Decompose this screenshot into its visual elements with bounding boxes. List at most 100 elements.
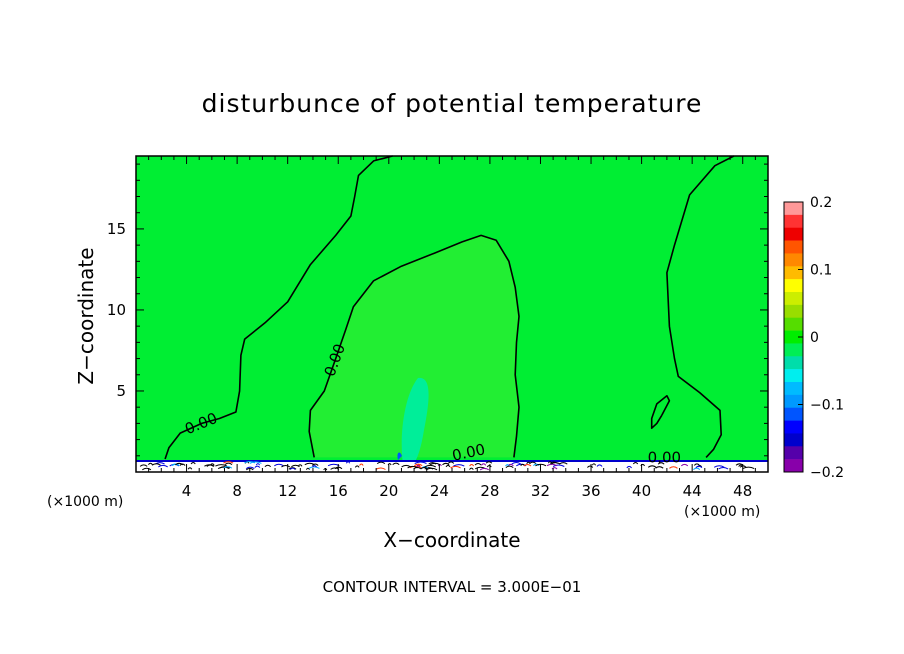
surface-noise-mark [291,464,300,468]
surface-noise-mark [713,465,725,468]
colorbar-tick-label: 0.2 [810,195,832,211]
surface-noise-mark [255,463,261,466]
surface-noise-mark [693,467,701,470]
y-axis: 5 10 15 [107,163,768,457]
colorbar-swatch [784,266,803,280]
surface-noise-mark [245,466,255,470]
contour-line-4 [650,395,671,429]
x-tick-label: 16 [329,482,348,500]
surface-noise-mark [297,464,303,467]
x-tick-label: 32 [531,482,550,500]
surface-strip-background [136,461,768,472]
plot-area: 0.000.000.00 0.00 [135,155,769,473]
surface-noise-mark [447,461,455,464]
surface-noise-mark [215,464,228,467]
x-tick-label: 40 [632,482,651,500]
surface-noise-mark [480,463,487,466]
surface-noise-mark [151,463,161,466]
y-tick-label: 10 [107,301,126,319]
surface-noise-mark [533,463,540,466]
surface-noise-mark [244,461,256,464]
x-axis: 4 8 12 16 20 24 28 32 36 40 44 48 [148,156,756,500]
surface-noise-mark [345,461,351,464]
colorbar-swatch [784,304,803,319]
colorbar-swatch [784,420,803,434]
surface-noise-mark [187,467,193,470]
surface-noise-mark [171,463,179,466]
surface-noise-mark [254,465,261,468]
colorbar-swatch [784,227,803,241]
surface-noise-mark [442,462,450,466]
surface-noise-mark [264,464,272,468]
surface-noise-mark [546,463,558,467]
surface-noise-mark [305,467,310,470]
surface-noise-mark [308,466,320,469]
y-axis-label: Z−coordinate [74,247,98,384]
surface-noise-mark [655,466,664,469]
surface-noise-mark [413,463,423,467]
colorbar-tick-label: 0 [810,330,819,346]
surface-noise-mark [511,462,522,465]
colorbar-swatch [784,394,803,409]
x-tick-label: 8 [232,482,242,500]
colorbar-swatch [784,292,803,306]
colorbar-swatch [784,382,803,396]
colorbar-swatch [784,240,803,254]
colorbar-tick-label: −0.2 [810,465,844,481]
y-tick-label: 15 [107,220,126,238]
surface-noise-mark [204,464,215,467]
colorbar-swatch [784,446,803,460]
surface-noise-mark [450,465,461,469]
surface-noise-mark [311,463,319,466]
colorbar-swatch [784,253,803,267]
x-tick-label: 44 [683,482,702,500]
x-tick-label: 48 [733,482,752,500]
chart-title: disturbunce of potential temperature [202,89,703,118]
surface-noise-mark [526,461,531,464]
surface-noise-mark [469,464,475,467]
surface-noise-mark [249,461,262,464]
x-tick-label: 24 [430,482,449,500]
surface-noise-mark [445,464,451,468]
surface-noise-mark [139,464,148,467]
x-axis-label: X−coordinate [383,528,520,552]
surface-noise-mark [680,463,689,467]
colorbar-swatch [784,369,803,383]
surface-noise-mark [591,463,597,466]
contour-line-2 [308,234,520,458]
colorbar-swatch [784,214,803,229]
surface-noise-mark [424,464,437,468]
colorbar-swatch [784,407,803,421]
surface-noise-mark [718,467,729,470]
surface-noise-mark [289,467,296,470]
colorbar-swatch [784,317,803,331]
colorbar-swatch [784,356,803,370]
contour-line-1 [164,155,393,460]
surface-noise-mark [626,465,632,469]
surface-noise-mark [274,463,284,467]
surface-noise-mark [550,462,561,465]
surface-noise-mark [409,465,422,469]
contour-label-4: 0.00 [648,448,681,466]
surface-noise-mark [587,465,594,468]
colorbar-swatch [784,433,803,447]
colorbar: 0.2 0.1 0 −0.1 −0.2 [783,195,844,481]
surface-noise-mark [474,463,482,466]
x-tick-label: 20 [379,482,398,500]
surface-noise-mark [453,464,465,467]
surface-noise-mark [190,462,196,465]
surface-noise-mark [407,465,418,469]
surface-noise-mark [223,461,234,464]
surface-noise-mark [551,467,558,470]
surface-noise-mark [742,466,755,470]
surface-noise-mark [693,463,700,466]
surface-noise-mark [632,462,639,465]
x-unit-left: (×1000 m) [47,494,123,510]
surface-noise-mark [311,465,318,468]
surface-noise-mark [486,465,492,468]
x-tick-label: 36 [581,482,600,500]
small-blue-patch [397,452,402,460]
surface-noise-mark [142,467,152,471]
x-tick-label: 4 [182,482,192,500]
